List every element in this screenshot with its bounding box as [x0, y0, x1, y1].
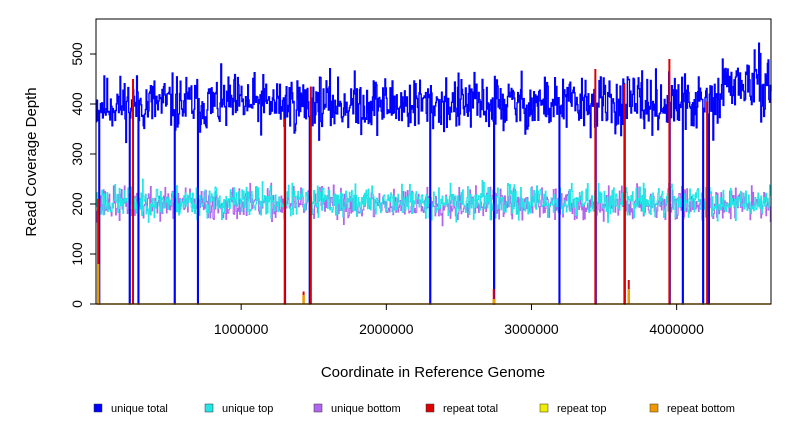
- legend: unique total unique top unique bottom repea…: [93, 403, 735, 415]
- x-tick-label: 4000000: [649, 321, 704, 337]
- x-tick-label: 3000000: [504, 321, 559, 337]
- x-tick-label: 2000000: [359, 321, 414, 337]
- y-axis: 0 100 200 300 400 500: [69, 42, 97, 308]
- x-axis: 1000000 2000000 3000000 4000000: [214, 303, 704, 337]
- legend-label-unique-total: unique total: [111, 403, 168, 415]
- legend-label-repeat-total: repeat total: [443, 403, 498, 415]
- data-layer: [96, 42, 772, 305]
- legend-label-repeat-bottom: repeat bottom: [667, 403, 735, 415]
- x-tick-label: 1000000: [214, 321, 269, 337]
- legend-label-repeat-top: repeat top: [557, 403, 607, 415]
- legend-swatch-repeat-top: [539, 403, 549, 413]
- legend-label-unique-top: unique top: [222, 403, 273, 415]
- series-line-unique-total: [96, 42, 772, 305]
- y-tick-label: 200: [69, 192, 85, 216]
- y-tick-label: 300: [69, 142, 85, 166]
- series-line-unique-top: [96, 178, 772, 305]
- x-axis-title: Coordinate in Reference Genome: [321, 364, 545, 381]
- legend-swatch-repeat-total: [425, 403, 435, 413]
- legend-swatch-unique-top: [204, 403, 214, 413]
- y-tick-label: 400: [69, 92, 85, 116]
- y-tick-label: 0: [69, 300, 85, 308]
- y-axis-title: Read Coverage Depth: [23, 87, 40, 236]
- y-tick-label: 100: [69, 242, 85, 266]
- legend-label-unique-bottom: unique bottom: [331, 403, 401, 415]
- legend-swatch-unique-total: [93, 403, 103, 413]
- y-tick-label: 500: [69, 42, 85, 66]
- legend-swatch-repeat-bottom: [649, 403, 659, 413]
- legend-swatch-unique-bottom: [313, 403, 323, 413]
